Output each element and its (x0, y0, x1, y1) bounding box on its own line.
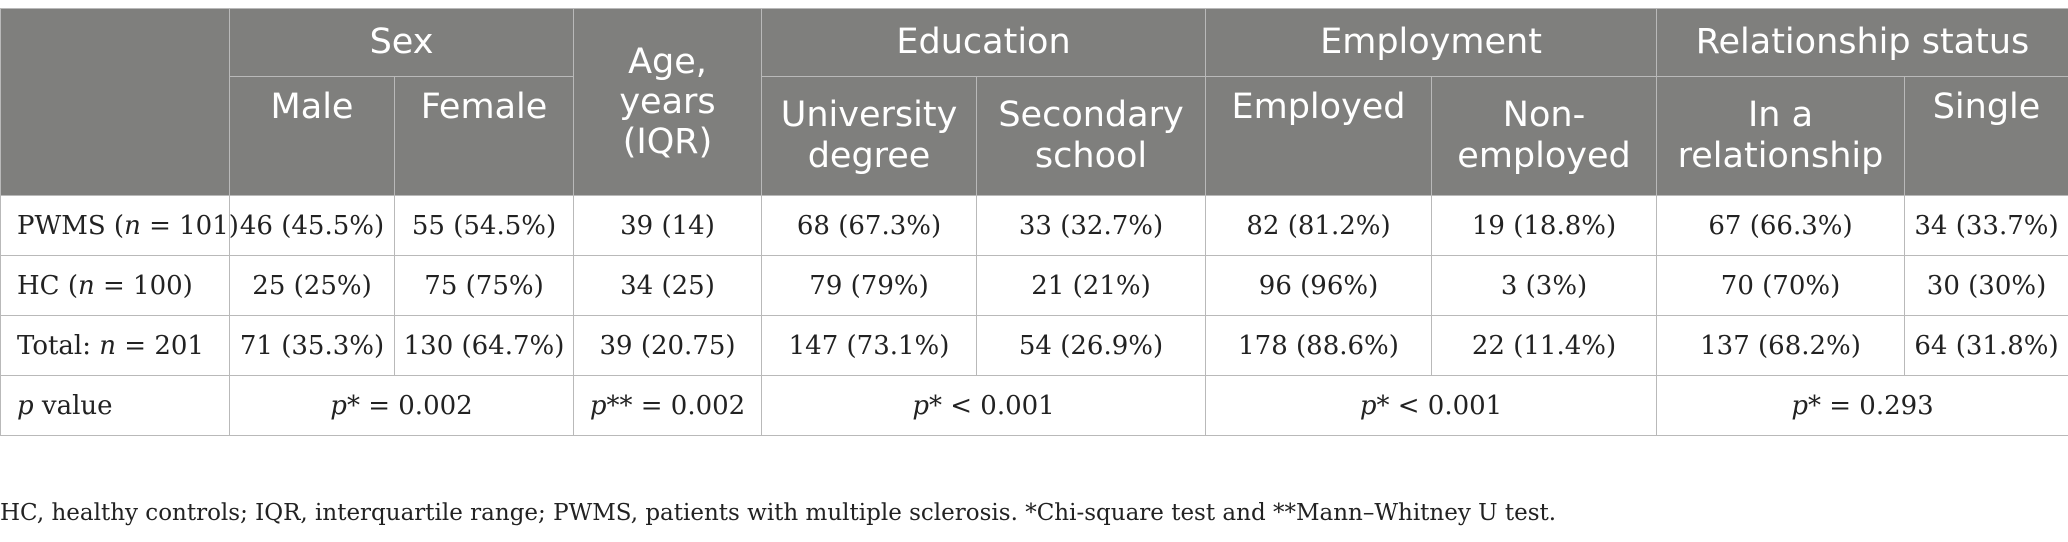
header-age-line2: years (619, 82, 716, 122)
pvalue-sex: p* = 0.002 (228, 375, 575, 436)
header-corner-cell (0, 8, 230, 196)
pvalue-var: p (912, 390, 929, 421)
subheader-female: Female (393, 76, 575, 196)
subheader-university-line2: degree (807, 136, 931, 176)
header-education: Education (761, 8, 1207, 77)
row-label-text: = 201 (116, 330, 204, 361)
table-footnote: HC, healthy controls; IQR, interquartile… (0, 500, 1557, 526)
pvalue-age: p** = 0.002 (573, 375, 763, 436)
cell-value: 82 (81.2%) (1205, 195, 1433, 256)
cell-value: 137 (68.2%) (1656, 315, 1906, 376)
table-row-pvalue: p value p* = 0.002 p** = 0.002 p* < 0.00… (0, 375, 2068, 436)
pvalue-var: p (1359, 390, 1377, 421)
row-label-total: Total: n = 201 (0, 315, 230, 376)
pvalue-text: ** = 0.002 (606, 390, 746, 421)
subheader-non-employed: Non- employed (1431, 76, 1658, 196)
subheader-secondary-line1: Secondary (998, 95, 1184, 135)
header-row-subgroups: Male Female University degree Secondary … (1, 76, 2068, 196)
cell-value: 75 (75%) (393, 255, 575, 316)
subheader-nonemployed-line2: employed (1457, 136, 1631, 176)
subheader-employed: Employed (1205, 76, 1433, 196)
header-age: Age, years (IQR) (573, 8, 763, 196)
cell-value: 46 (45.5%) (229, 195, 395, 256)
cell-value: 22 (11.4%) (1431, 315, 1658, 376)
cell-value: 147 (73.1%) (761, 315, 978, 376)
cell-value: 68 (67.3%) (761, 195, 978, 256)
pvalue-var: p (330, 390, 347, 421)
cell-value: 30 (30%) (1904, 255, 2068, 316)
cell-value: 25 (25%) (229, 255, 395, 316)
cell-value: 79 (79%) (761, 255, 978, 316)
subheader-relationship-line1: In a (1747, 95, 1814, 135)
pvalue-var: p (1791, 390, 1808, 421)
cell-value: 130 (64.7%) (393, 315, 575, 376)
pvalue-education: p* < 0.001 (761, 375, 1207, 436)
cell-value: 70 (70%) (1656, 255, 1906, 316)
subheader-secondary-school: Secondary school (976, 76, 1207, 196)
subheader-in-a-relationship: In a relationship (1656, 76, 1906, 196)
row-label-text: HC ( (17, 270, 78, 301)
header-age-line3: (IQR) (622, 122, 713, 162)
row-label-pvalue: p value (0, 375, 230, 436)
row-label-text: = 101) (140, 210, 239, 241)
row-label-text: = 100) (94, 270, 193, 301)
subheader-relationship-line2: relationship (1677, 136, 1884, 176)
cell-value: 96 (96%) (1205, 255, 1433, 316)
row-label-text: PWMS ( (17, 210, 125, 241)
row-label-text: value (33, 390, 113, 421)
subheader-male: Male (229, 76, 395, 196)
header-sex: Sex (228, 8, 575, 77)
header-employment: Employment (1205, 8, 1658, 77)
pvalue-text: * < 0.001 (928, 390, 1055, 421)
cell-value: 64 (31.8%) (1904, 315, 2068, 376)
cell-value: 71 (35.3%) (229, 315, 395, 376)
pvalue-text: * = 0.293 (1807, 390, 1934, 421)
cell-value: 34 (25) (573, 255, 763, 316)
cell-value: 67 (66.3%) (1656, 195, 1906, 256)
table-row-pwms: PWMS (n = 101) 46 (45.5%) 55 (54.5%) 39 … (0, 195, 2068, 256)
subheader-single: Single (1904, 76, 2068, 196)
row-label-hc: HC (n = 100) (0, 255, 230, 316)
header-age-line1: Age, (628, 42, 707, 82)
row-label-var: n (77, 270, 95, 301)
table-row-hc: HC (n = 100) 25 (25%) 75 (75%) 34 (25) 7… (0, 255, 2068, 316)
cell-value: 33 (32.7%) (976, 195, 1207, 256)
pvalue-relationship: p* = 0.293 (1656, 375, 2068, 436)
row-label-var: n (99, 330, 117, 361)
cell-value: 19 (18.8%) (1431, 195, 1658, 256)
subheader-university-line1: University (780, 95, 958, 135)
subheader-secondary-line2: school (1034, 136, 1148, 176)
cell-value: 39 (20.75) (573, 315, 763, 376)
row-label-pwms: PWMS (n = 101) (0, 195, 239, 256)
cell-value: 3 (3%) (1431, 255, 1658, 316)
cell-value: 55 (54.5%) (393, 195, 575, 256)
cell-value: 178 (88.6%) (1205, 315, 1433, 376)
row-label-text: Total: (17, 330, 100, 361)
subheader-nonemployed-line1: Non- (1502, 95, 1586, 135)
header-row-groups: Sex Age, years (IQR) Education Employmen… (0, 8, 2068, 196)
table-row-total: Total: n = 201 71 (35.3%) 130 (64.7%) 39… (0, 315, 2068, 376)
subheader-university-degree: University degree (761, 76, 978, 196)
pvalue-text: * = 0.002 (346, 390, 473, 421)
pvalue-employment: p* < 0.001 (1205, 375, 1658, 436)
pvalue-var: p (589, 390, 607, 421)
row-label-var: n (124, 210, 141, 241)
demographics-table: Sex Age, years (IQR) Education Employmen… (0, 8, 2068, 436)
cell-value: 39 (14) (573, 195, 763, 256)
header-relationship-status: Relationship status (1656, 8, 2068, 77)
pvalue-text: * < 0.001 (1376, 390, 1503, 421)
cell-value: 21 (21%) (976, 255, 1207, 316)
cell-value: 54 (26.9%) (976, 315, 1207, 376)
row-label-var: p (17, 390, 34, 421)
cell-value: 34 (33.7%) (1904, 195, 2068, 256)
